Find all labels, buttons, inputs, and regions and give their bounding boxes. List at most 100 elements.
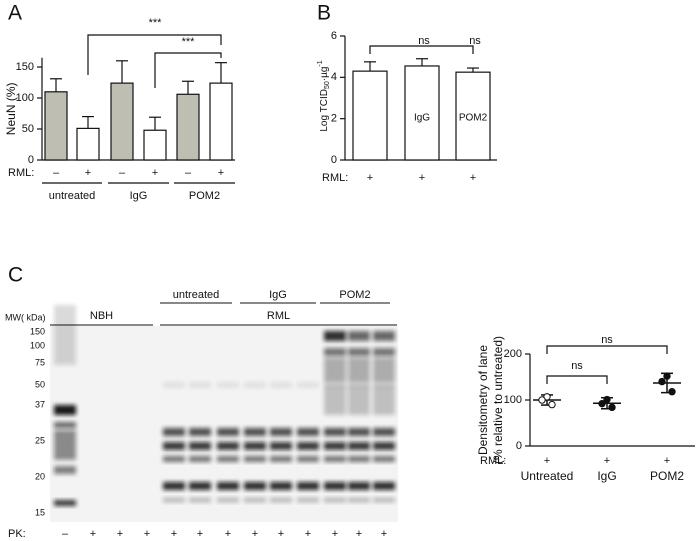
bar [209, 82, 233, 161]
data-point [668, 388, 676, 396]
blot-band [348, 428, 370, 436]
data-point [548, 400, 556, 409]
significance-label: ns [418, 35, 430, 47]
blot-band [373, 357, 395, 383]
y-tick-label: 2 [331, 113, 337, 125]
group-label: POM2 [189, 190, 220, 202]
significance-bracket [546, 345, 668, 354]
lane-label: + [278, 528, 284, 540]
significance-label: *** [149, 17, 163, 29]
blot-band [163, 456, 185, 462]
mw-marker: 15 [35, 507, 45, 517]
panel-label: B [317, 2, 331, 25]
blot-band [189, 428, 211, 436]
x-tick-label: + [419, 172, 425, 184]
treatment-label: + [544, 455, 550, 467]
blot-band [163, 442, 185, 450]
blot-band [348, 497, 370, 503]
y-tick-label: 50 [22, 123, 34, 135]
row-label: PK: [8, 528, 26, 540]
blot-band [348, 348, 370, 356]
x-tick-label: – [53, 167, 60, 179]
blot-band [270, 442, 292, 450]
blot-band [217, 442, 239, 450]
lane-label: + [332, 528, 338, 540]
x-tick-label: + [367, 172, 373, 184]
x-tick-label: + [218, 167, 224, 179]
bar [110, 82, 134, 161]
blot-band [324, 482, 346, 490]
x-tick-label: – [185, 167, 192, 179]
x-tick-label: IgG [597, 469, 616, 483]
significance-bracket [87, 34, 222, 75]
bar [143, 129, 167, 161]
x-tick-label: + [85, 167, 91, 179]
y-axis-label-part: ·µg [319, 67, 330, 82]
group-label: IgG [269, 289, 287, 301]
y-axis-label-part: 50 [324, 81, 331, 89]
mw-marker: 50 [35, 379, 45, 389]
lane-label: + [225, 528, 231, 540]
x-tick-label: POM2 [650, 469, 684, 483]
blot-band [270, 482, 292, 490]
blot-band [373, 331, 395, 341]
blot-band [217, 456, 239, 462]
blot-band [348, 442, 370, 450]
blot-band [54, 422, 76, 428]
y-tick-label: 0 [28, 154, 34, 166]
y-tick-label: 4 [331, 71, 337, 83]
y-tick-label: 0 [516, 440, 522, 452]
panel-label: C [8, 264, 23, 287]
blot-band [297, 456, 319, 462]
significance-label: ns [601, 334, 613, 346]
row-label: RML: [8, 167, 34, 179]
mw-marker: 37 [35, 399, 45, 409]
lane-label: + [117, 528, 123, 540]
blot-band [297, 382, 319, 388]
blot-band [324, 428, 346, 436]
blot-band [297, 482, 319, 490]
lane-label: + [171, 528, 177, 540]
blot-band [324, 497, 346, 503]
lane-label: + [305, 528, 311, 540]
y-tick-label: 0 [331, 154, 337, 166]
blot-band [217, 482, 239, 490]
blot-band [189, 497, 211, 503]
data-point [538, 396, 546, 404]
significance-bracket [154, 52, 222, 88]
x-tick-label: Untreated [521, 469, 574, 483]
bar [352, 70, 388, 161]
blot-band [244, 497, 266, 503]
blot-band [324, 385, 346, 415]
mw-marker: 100 [30, 340, 45, 350]
mw-marker: 150 [30, 326, 45, 336]
blot-band [189, 382, 211, 388]
significance-bracket [369, 45, 474, 54]
blot-band [244, 442, 266, 450]
blot-band [324, 357, 346, 383]
blot-band [373, 385, 395, 415]
y-axis-label: Densitometry of lane [476, 345, 490, 455]
bar [404, 65, 440, 161]
blot-band [244, 382, 266, 388]
bar [176, 93, 200, 161]
y-axis-label-part: -1 [317, 60, 324, 66]
bar-label: IgG [414, 113, 430, 124]
blot-band [373, 456, 395, 462]
lane-label: – [62, 528, 69, 540]
mw-marker: 20 [35, 471, 45, 481]
y-axis-label: (% relative to untreated) [491, 336, 505, 464]
lane-label: + [356, 528, 362, 540]
bar [455, 71, 491, 161]
sample-label: RML [267, 310, 290, 322]
mw-marker: 25 [35, 435, 45, 445]
blot-band [297, 497, 319, 503]
treatment-label: + [664, 455, 670, 467]
group-label: IgG [130, 190, 148, 202]
mw-label: MW( kDa) [5, 312, 46, 322]
blot-band [270, 497, 292, 503]
data-point [598, 399, 606, 408]
blot-band [54, 305, 76, 365]
blot-band [373, 348, 395, 356]
y-axis-label: NeuN (%) [4, 83, 18, 136]
